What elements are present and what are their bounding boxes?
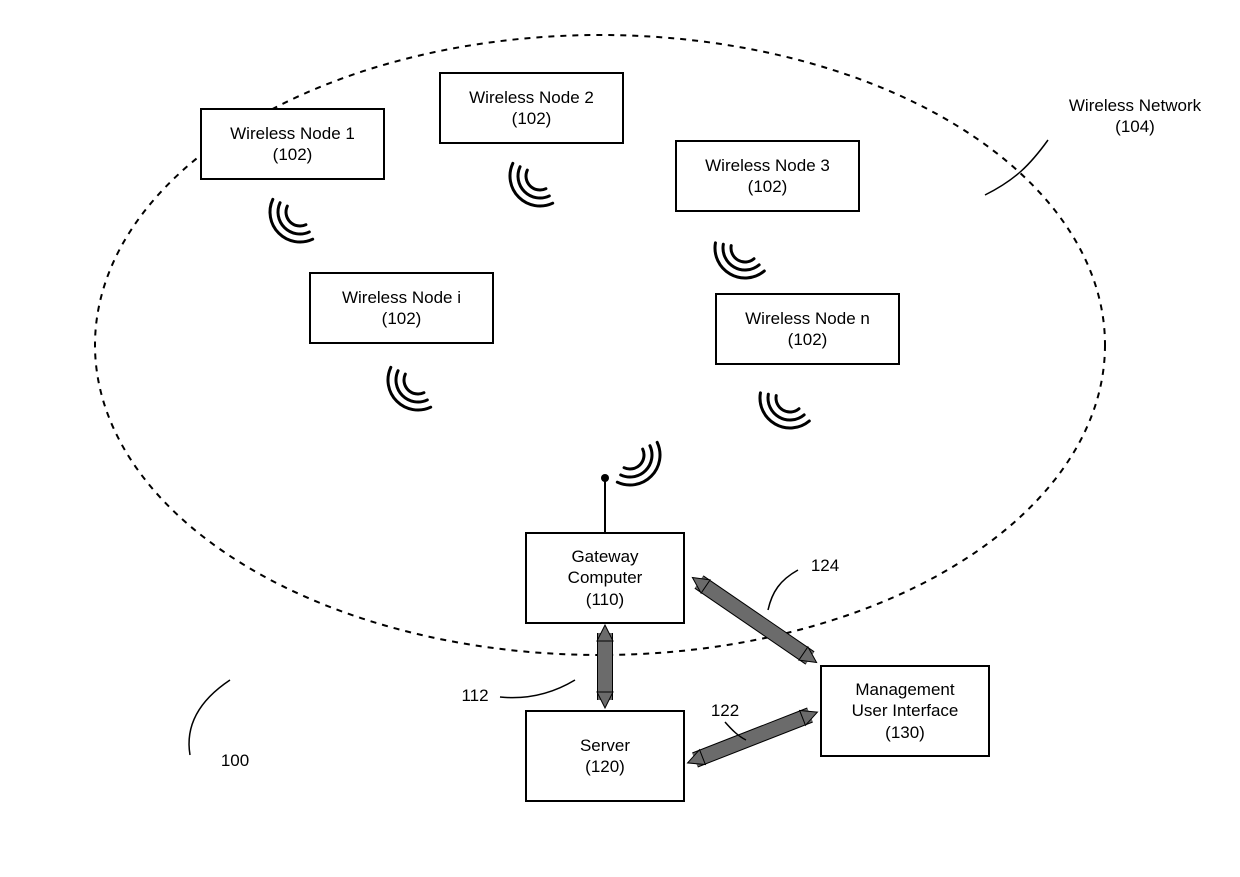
wireless-node-3: Wireless Node 3(102) — [675, 140, 860, 212]
wireless-node-1-line-1: (102) — [273, 144, 313, 165]
connection-label-122: 122 — [700, 700, 750, 722]
server-line-0: Server — [580, 735, 630, 756]
wireless-node-1-line-0: Wireless Node 1 — [230, 123, 355, 144]
wireless-node-i-line-0: Wireless Node i — [342, 287, 461, 308]
connection-label-112: 112 — [450, 685, 500, 707]
wireless-node-2-line-1: (102) — [512, 108, 552, 129]
leader-figure-number — [189, 680, 230, 755]
wireless-node-3-line-0: Wireless Node 3 — [705, 155, 830, 176]
management-ui-line-1: User Interface — [852, 700, 959, 721]
wireless-network-label-line-1: (104) — [1045, 116, 1225, 137]
wireless-network-label: Wireless Network(104) — [1045, 95, 1225, 139]
server-line-1: (120) — [585, 756, 625, 777]
figure-number-label: 100 — [205, 750, 265, 774]
connection-label-122-text: 122 — [711, 701, 739, 720]
gateway-computer: GatewayComputer(110) — [525, 532, 685, 624]
gateway-antenna-tip — [601, 474, 609, 482]
wireless-network-label-line-0: Wireless Network — [1045, 95, 1225, 116]
wireless-signal-node1 — [259, 195, 317, 253]
wireless-signal-node2 — [499, 159, 557, 217]
wireless-node-i: Wireless Node i(102) — [309, 272, 494, 344]
leader-124 — [768, 570, 798, 610]
wireless-node-2: Wireless Node 2(102) — [439, 72, 624, 144]
wireless-node-2-line-0: Wireless Node 2 — [469, 87, 594, 108]
wireless-signal-gateway — [613, 438, 671, 496]
connection-label-112-text: 112 — [461, 686, 488, 705]
wireless-node-3-line-1: (102) — [748, 176, 788, 197]
diagram-stage: Wireless Node 1(102)Wireless Node 2(102)… — [0, 0, 1240, 877]
wireless-signal-noden — [751, 388, 812, 438]
wireless-node-1: Wireless Node 1(102) — [200, 108, 385, 180]
wireless-node-n-line-1: (102) — [788, 329, 828, 350]
gateway-computer-line-2: (110) — [586, 589, 624, 610]
server: Server(120) — [525, 710, 685, 802]
connection-label-124-text: 124 — [811, 556, 839, 575]
management-ui-line-0: Management — [855, 679, 954, 700]
wireless-signal-node3 — [706, 238, 767, 288]
management-ui: ManagementUser Interface(130) — [820, 665, 990, 757]
wireless-node-i-line-1: (102) — [382, 308, 422, 329]
gateway-computer-line-0: Gateway — [571, 546, 638, 567]
figure-number-label-text: 100 — [221, 751, 249, 770]
leader-wireless-network — [985, 140, 1048, 195]
management-ui-line-2: (130) — [885, 722, 925, 743]
connection-label-124: 124 — [800, 555, 850, 577]
wireless-node-n: Wireless Node n(102) — [715, 293, 900, 365]
wireless-node-n-line-0: Wireless Node n — [745, 308, 870, 329]
leader-112 — [500, 680, 575, 698]
wireless-signal-nodei — [377, 363, 435, 421]
gateway-computer-line-1: Computer — [568, 567, 643, 588]
